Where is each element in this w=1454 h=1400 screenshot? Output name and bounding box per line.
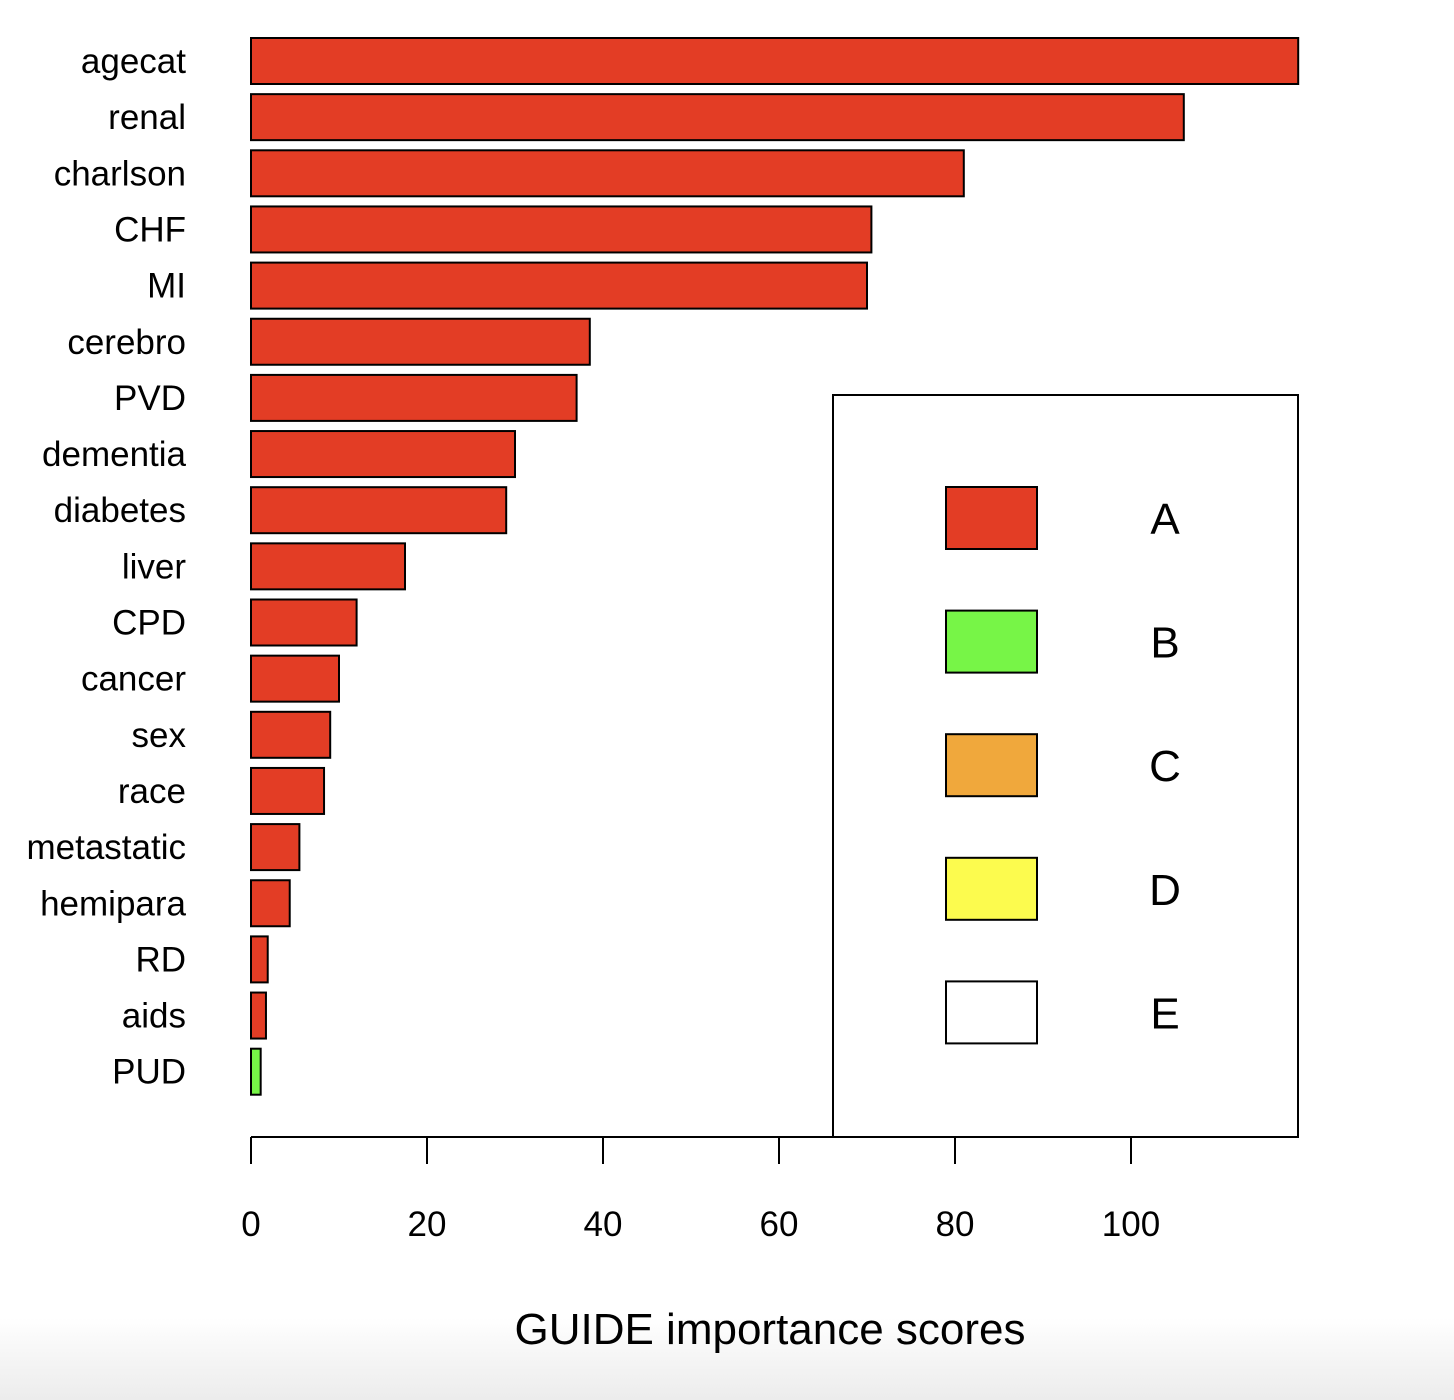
bar-cerebro [250,317,591,366]
y-label-sex: sex [132,716,187,755]
legend-swatch-C [945,733,1038,798]
x-tick-label-60: 60 [760,1205,799,1244]
bar-liver [250,542,406,591]
bottom-fade-background [0,1318,1454,1400]
legend-swatch-A [945,486,1038,550]
y-label-renal: renal [108,98,186,137]
y-label-dementia: dementia [42,435,187,474]
x-tick-label-40: 40 [584,1205,623,1244]
legend-swatch-D [945,856,1038,921]
y-label-RD: RD [135,940,186,979]
bar-PUD [250,1047,262,1096]
legend-swatch-E [945,980,1038,1045]
y-label-cancer: cancer [81,660,186,699]
y-label-MI: MI [147,267,186,306]
y-label-CPD: CPD [112,604,186,643]
y-label-metastatic: metastatic [27,828,187,867]
y-label-agecat: agecat [81,42,186,81]
x-tick-label-0: 0 [241,1205,260,1244]
y-label-PUD: PUD [112,1053,186,1092]
bar-hemipara [250,879,291,928]
bars-group [250,37,1300,1096]
x-axis: 0 20 40 60 80 100 [241,1136,1160,1244]
bar-CHF [250,205,873,254]
x-tick-label-20: 20 [408,1205,447,1244]
bar-agecat [250,37,1300,85]
y-label-race: race [118,772,186,811]
x-axis-title: GUIDE importance scores [514,1305,1025,1354]
legend-label-D: D [1149,866,1181,915]
y-label-liver: liver [122,547,187,586]
legend-box [832,394,1299,1138]
y-label-cerebro: cerebro [67,323,186,362]
bar-race [250,766,326,815]
legend-swatch-B [945,609,1038,674]
bar-charlson [250,149,965,198]
y-label-diabetes: diabetes [54,491,186,530]
bar-sex [250,710,332,759]
bar-diabetes [250,486,508,535]
y-axis-labels: agecat renal charlson CHF MI cerebro PVD dement… [27,42,187,1092]
bar-cancer [250,654,340,703]
legend-label-C: C [1149,742,1181,791]
legend-label-A: A [1150,495,1180,544]
y-label-aids: aids [122,997,186,1036]
legend-label-E: E [1150,989,1179,1038]
bar-dementia [250,430,516,479]
bar-CPD [250,598,358,647]
x-tick-label-100: 100 [1102,1205,1160,1244]
legend: A B C D E [832,394,1299,1138]
y-label-hemipara: hemipara [40,884,186,923]
x-tick-label-80: 80 [936,1205,975,1244]
bar-MI [250,261,868,310]
bar-PVD [250,373,578,422]
y-label-PVD: PVD [114,379,186,418]
y-label-CHF: CHF [114,210,186,249]
legend-label-B: B [1150,619,1179,668]
bar-renal [250,93,1185,142]
bar-metastatic [250,823,301,872]
bar-RD [250,935,269,984]
y-label-charlson: charlson [54,154,186,193]
bar-aids [250,991,267,1040]
